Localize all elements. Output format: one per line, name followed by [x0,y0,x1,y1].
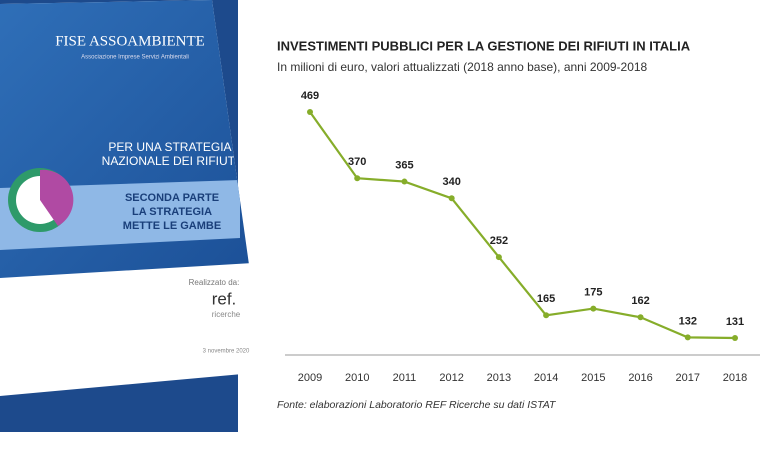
x-tick-label: 2009 [298,372,322,384]
data-label: 469 [301,90,319,102]
cover-title: NAZIONALE DEI RIFIUTI [102,154,239,168]
x-tick-label: 2017 [676,372,700,384]
cover-part: METTE LE GAMBE [123,220,221,232]
point [307,109,313,116]
data-label: 131 [726,316,744,328]
data-label: 132 [679,315,697,327]
cover-made-by: Realizzato da: [189,278,240,287]
cover-part: SECONDA PARTE [125,192,219,204]
point [401,178,408,185]
x-tick-label: 2015 [581,372,605,384]
data-label: 252 [490,235,508,247]
data-label: 340 [442,176,460,188]
line-series [309,111,736,340]
cover-title: PER UNA STRATEGIA [108,140,231,154]
data-label: 162 [631,295,649,307]
cover-pie [40,169,74,226]
cover-logo-sub: ricerche [212,310,241,319]
point [448,195,455,202]
data-label: 365 [395,159,413,171]
point [354,175,361,182]
cover-part: LA STRATEGIA [132,206,212,218]
chart-subtitle: In milioni di euro, valori attualizzati … [277,60,648,74]
x-tick-label: 2010 [345,372,369,384]
point [590,305,597,312]
chart-title: INVESTIMENTI PUBBLICI PER LA GESTIONE DE… [277,38,691,53]
data-label: 370 [348,156,366,168]
cover-logo: ref. [212,289,237,308]
point [637,314,644,321]
x-tick-label: 2016 [628,372,652,384]
data-label: 175 [584,287,602,299]
x-tick-label: 2011 [393,372,417,384]
point [732,335,738,342]
x-tick-label: 2018 [723,372,747,384]
x-tick-label: 2014 [534,372,558,384]
point [495,254,502,261]
cover-date: 3 novembre 2020 [203,349,250,355]
cover-brand-sub: Associazione Imprese Servizi Ambientali [81,55,189,61]
data-label: 165 [537,293,555,305]
x-tick-label: 2012 [439,372,463,384]
chart-source: Fonte: elaborazioni Laboratorio REF Rice… [277,399,557,411]
cover: FISE ASSOAMBIENTE Associazione Imprese S… [0,0,264,396]
point [543,312,550,319]
cover-brand: FISE ASSOAMBIENTE [55,33,205,49]
x-tick-label: 2013 [487,372,511,384]
point [684,334,691,341]
